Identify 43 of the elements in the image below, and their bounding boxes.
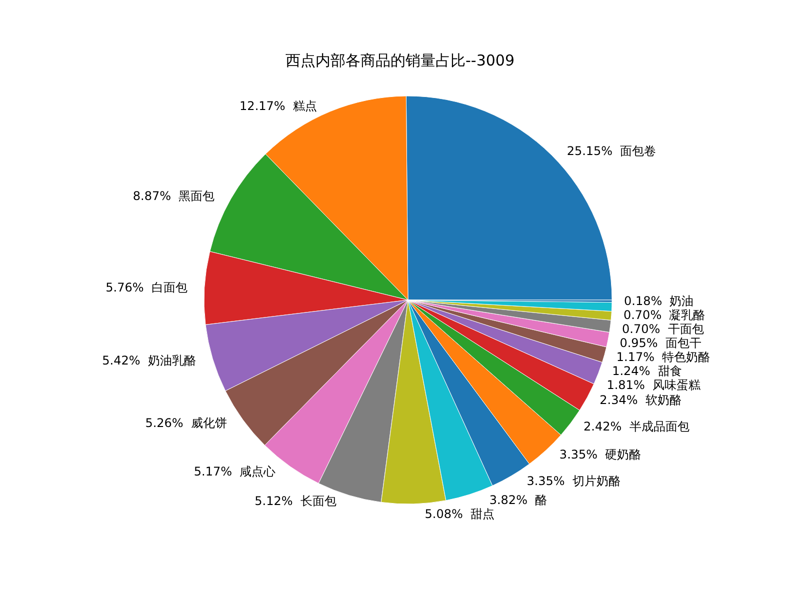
slice-label: 面包干 — [665, 336, 702, 350]
data-label: 5.08% — [424, 507, 463, 522]
chart-title: 西点内部各商品的销量占比--3009 — [286, 52, 514, 70]
data-label: 2.42% — [584, 420, 622, 434]
data-label: 25.15% — [566, 144, 613, 158]
slice-label: 面包卷 — [620, 144, 656, 158]
data-label: 12.17% — [240, 98, 286, 113]
data-label: 5.26% — [145, 416, 184, 430]
slice-label: 甜食 — [658, 364, 682, 378]
slice-label: 半成品面包 — [629, 420, 690, 434]
data-label: 3.82% — [489, 493, 528, 508]
data-label: 3.35% — [526, 474, 565, 488]
slice-label: 威化饼 — [190, 416, 227, 430]
data-label: 5.17% — [194, 464, 232, 478]
slice-label: 切片奶酪 — [572, 474, 620, 488]
slice-label: 酪 — [535, 493, 548, 508]
slice-label: 软奶酪 — [645, 393, 682, 408]
data-label: 0.70% — [622, 322, 660, 336]
data-label: 0.18% — [624, 294, 662, 308]
data-label: 2.34% — [600, 393, 638, 408]
slice-label: 长面包 — [300, 494, 336, 508]
data-label: 1.81% — [606, 378, 645, 392]
data-label: 5.12% — [254, 494, 293, 508]
slice-label: 白面包 — [151, 280, 188, 295]
slice-label: 风味蛋糕 — [652, 378, 700, 392]
slice-label: 糕点 — [292, 98, 317, 113]
slice-label: 奶油乳酪 — [148, 353, 196, 368]
slice-label: 奶油 — [670, 294, 694, 308]
data-label: 5.42% — [102, 353, 140, 368]
slice-label: 凝乳酪 — [669, 308, 706, 322]
data-label: 3.35% — [559, 448, 598, 462]
slice-label: 咸点心 — [240, 464, 276, 478]
data-label: 8.87% — [132, 188, 172, 203]
slice-label: 特色奶酪 — [662, 350, 710, 364]
data-label: 0.95% — [620, 336, 658, 350]
slice-label: 硬奶酪 — [605, 448, 642, 462]
data-label: 1.17% — [616, 350, 655, 364]
data-label: 1.24% — [612, 364, 650, 378]
data-label: 0.70% — [623, 308, 662, 322]
slice-label: 甜点 — [470, 507, 495, 522]
data-label: 5.76% — [106, 280, 144, 295]
slice-label: 黑面包 — [178, 188, 215, 203]
slice-label: 干面包 — [668, 322, 704, 336]
